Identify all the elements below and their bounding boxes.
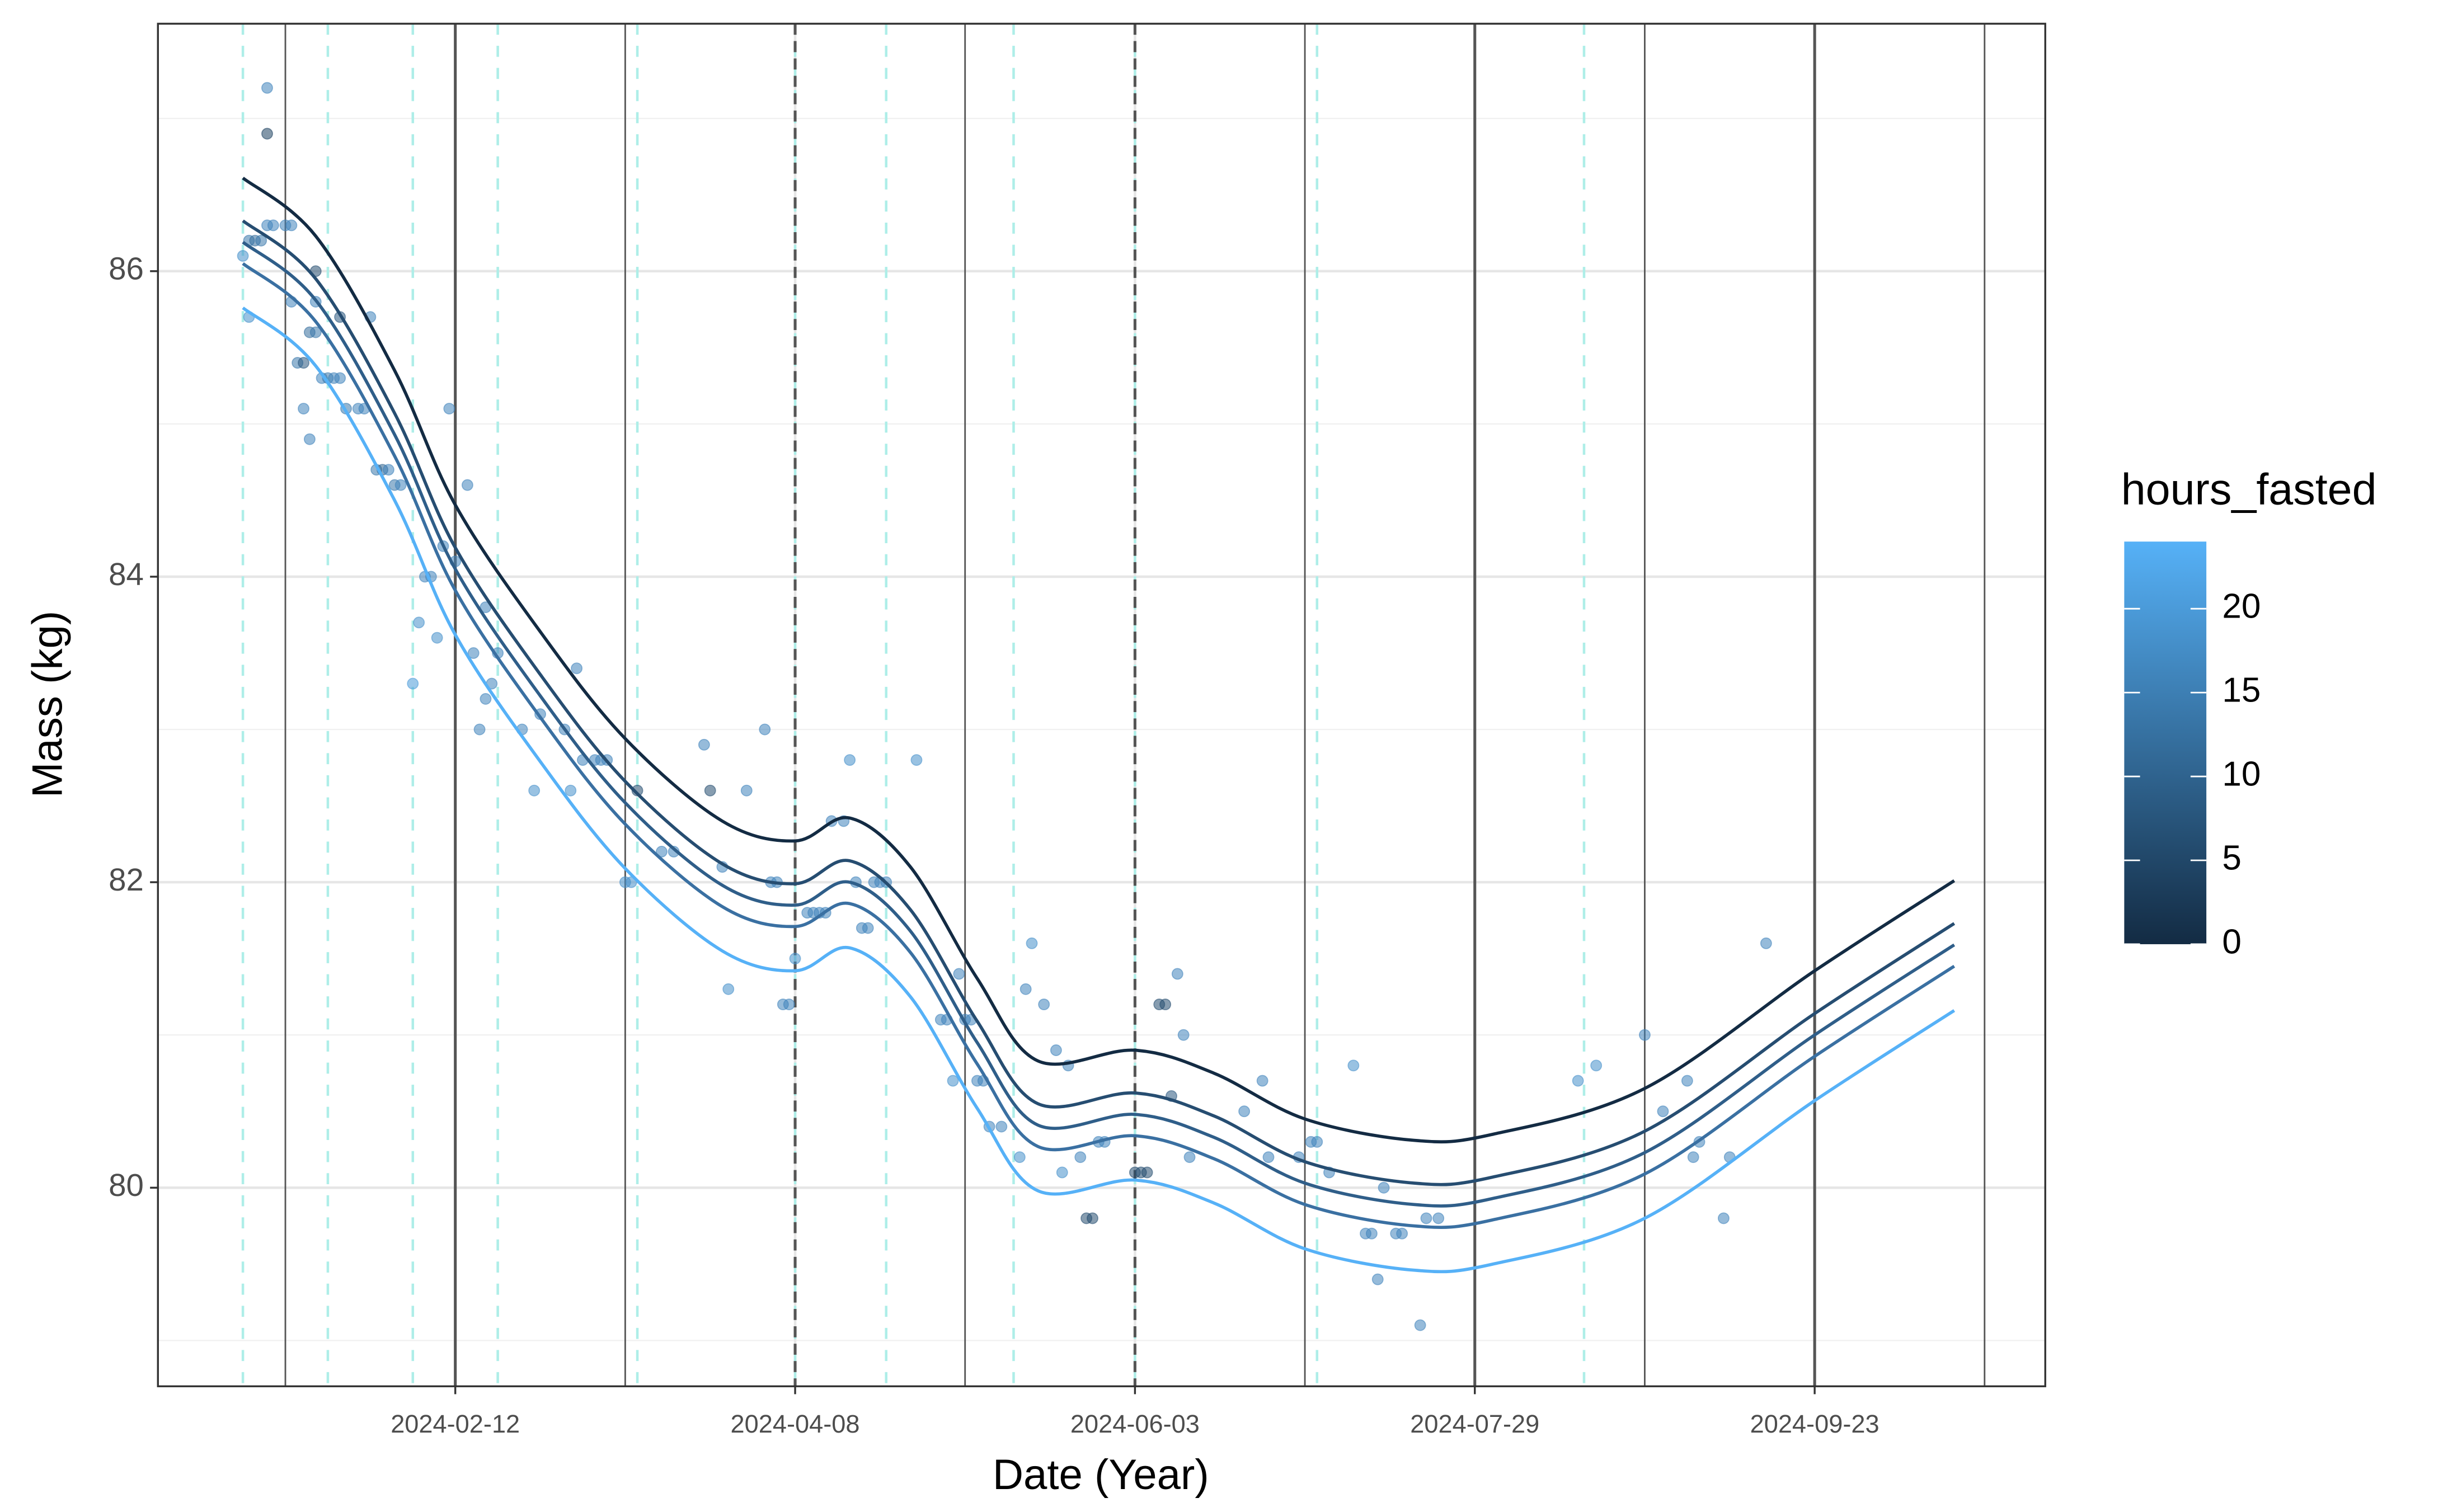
data-point — [759, 723, 771, 736]
data-point — [528, 784, 541, 797]
data-point — [722, 983, 735, 995]
data-point — [1638, 1029, 1651, 1041]
colorbar-label: 15 — [2222, 671, 2261, 710]
data-point — [1262, 1151, 1275, 1164]
data-point — [655, 846, 668, 858]
data-point — [1238, 1105, 1251, 1118]
data-point — [1050, 1044, 1062, 1056]
data-point — [1019, 983, 1032, 995]
data-point — [1256, 1075, 1268, 1087]
data-point — [267, 219, 279, 232]
colorbar — [2124, 541, 2207, 944]
data-point — [783, 998, 795, 1011]
data-point — [298, 357, 309, 369]
data-point — [261, 128, 273, 140]
x-tick-label: 2024-02-12 — [391, 1410, 520, 1438]
data-point — [1365, 1227, 1378, 1240]
data-point — [844, 754, 856, 766]
panel-border — [157, 22, 2046, 1387]
data-point — [334, 372, 346, 384]
data-point — [1026, 937, 1038, 949]
data-point — [947, 1075, 959, 1087]
y-tick-label: 86 — [109, 251, 144, 286]
data-point — [1414, 1319, 1426, 1331]
data-point — [1074, 1151, 1087, 1164]
data-point — [413, 616, 425, 629]
data-point — [1311, 1136, 1323, 1148]
data-point — [407, 677, 419, 690]
x-tick-label: 2024-07-29 — [1410, 1410, 1539, 1438]
data-point — [565, 784, 577, 797]
x-tick-label: 2024-04-08 — [731, 1410, 860, 1438]
data-point — [910, 754, 923, 766]
y-tick-label: 84 — [109, 557, 144, 592]
data-point — [1183, 1151, 1196, 1164]
y-axis-title: Mass (kg) — [24, 611, 71, 798]
data-point — [1013, 1151, 1026, 1164]
data-point — [480, 693, 492, 705]
data-point — [1572, 1075, 1584, 1087]
data-point — [1371, 1273, 1384, 1285]
data-point — [953, 968, 965, 980]
data-point — [1420, 1212, 1432, 1224]
data-point — [789, 953, 801, 965]
data-point — [298, 403, 309, 414]
x-tick-label: 2024-06-03 — [1070, 1410, 1200, 1438]
data-point — [255, 234, 267, 247]
data-point — [303, 433, 316, 445]
fit-line — [242, 176, 1956, 1144]
fit-line — [242, 307, 1956, 1274]
data-point — [1681, 1075, 1693, 1087]
data-point — [1432, 1212, 1445, 1224]
data-point — [1087, 1212, 1098, 1224]
data-point — [1687, 1151, 1699, 1164]
data-point — [1760, 937, 1772, 949]
fit-line — [242, 262, 1956, 1229]
data-point — [1056, 1166, 1068, 1179]
data-point — [1177, 1029, 1190, 1041]
data-point — [467, 647, 480, 659]
data-point — [431, 632, 443, 644]
data-point — [1590, 1059, 1603, 1072]
data-point — [382, 464, 394, 476]
data-point — [285, 219, 298, 232]
data-point — [261, 82, 273, 94]
x-tick-label: 2024-09-23 — [1750, 1410, 1880, 1438]
y-tick-label: 82 — [109, 862, 144, 897]
data-point — [995, 1120, 1008, 1133]
data-point — [1159, 998, 1172, 1011]
data-point — [862, 922, 874, 934]
data-point — [740, 784, 753, 797]
data-point — [1657, 1105, 1669, 1118]
colorbar-label: 5 — [2222, 839, 2242, 877]
colorbar-label: 10 — [2222, 755, 2261, 793]
data-point — [1141, 1166, 1153, 1179]
data-point — [461, 479, 473, 491]
colorbar-label: 20 — [2222, 587, 2261, 626]
data-point — [237, 250, 249, 262]
fit-line — [242, 241, 1956, 1208]
x-axis-title: Date (Year) — [993, 1451, 1209, 1499]
data-point — [443, 403, 455, 414]
data-point — [1171, 968, 1183, 980]
y-tick-label: 80 — [109, 1167, 144, 1203]
data-point — [1717, 1212, 1730, 1224]
data-point — [309, 326, 322, 338]
data-point — [571, 662, 583, 675]
data-point — [1378, 1181, 1390, 1194]
data-point — [394, 479, 407, 491]
colorbar-label: 0 — [2222, 922, 2242, 961]
data-point — [1347, 1059, 1360, 1072]
legend-title: hours_fasted — [2121, 464, 2377, 514]
data-point — [704, 784, 716, 797]
data-point — [698, 738, 710, 751]
data-point — [473, 723, 486, 736]
fit-line — [242, 219, 1956, 1186]
data-point — [1396, 1227, 1408, 1240]
data-point — [1038, 998, 1050, 1011]
